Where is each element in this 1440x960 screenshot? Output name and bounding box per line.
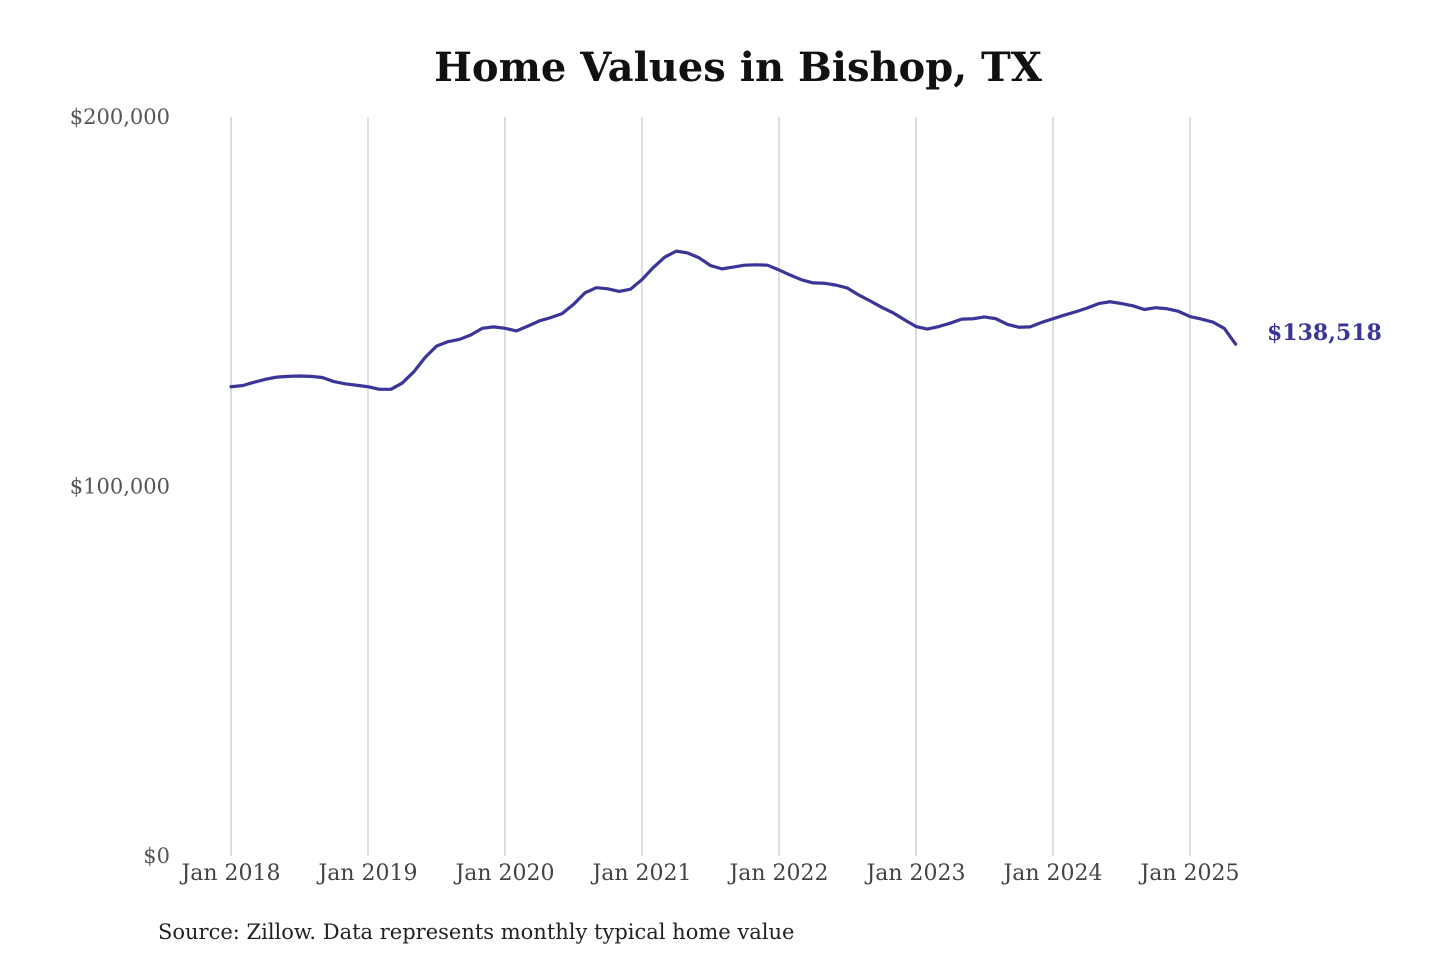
x-tick-label: Jan 2020 [453,861,554,886]
series-layer [229,249,1238,391]
x-tick-label: Jan 2023 [864,861,965,886]
x-tick-label: Jan 2024 [1001,861,1102,886]
gridlines [230,117,1191,856]
x-tick-label: Jan 2019 [316,861,417,886]
y-tick-label: $200,000 [70,105,170,129]
chart-title: Home Values in Bishop, TX [434,44,1042,91]
latest-value-label: $138,518 [1267,320,1382,346]
y-axis-tick-labels: $0 $100,000 $200,000 [70,105,170,868]
x-tick-label: Jan 2025 [1138,861,1239,886]
y-tick-label: $0 [143,844,170,868]
x-tick-label: Jan 2018 [179,861,280,886]
source-note: Source: Zillow. Data represents monthly … [158,920,794,944]
x-axis-tick-labels: Jan 2018 Jan 2019 Jan 2020 Jan 2021 Jan 2022… [179,861,1239,886]
x-tick-label: Jan 2022 [727,861,828,886]
x-tick-label: Jan 2021 [590,861,691,886]
y-tick-label: $100,000 [70,475,170,499]
series-line-home-value [229,249,1238,391]
